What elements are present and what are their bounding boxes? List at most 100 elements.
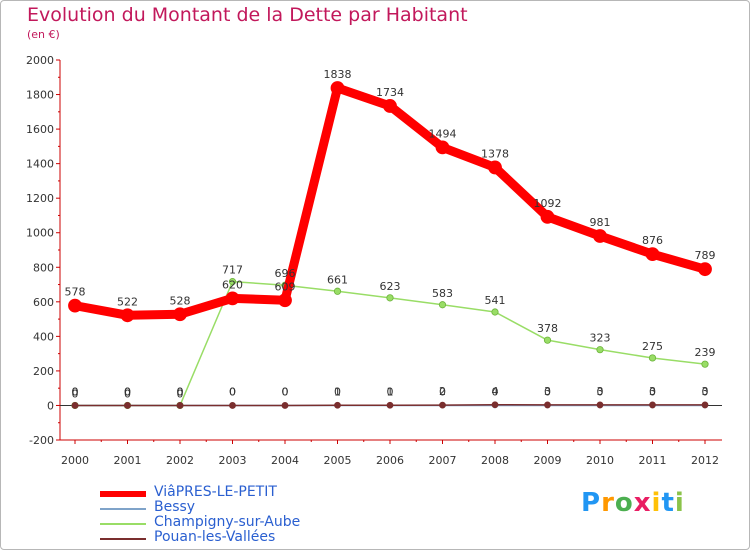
data-point (383, 99, 397, 113)
chart-title: Evolution du Montant de la Dette par Hab… (27, 4, 468, 26)
legend-label: Bessy (154, 499, 196, 515)
data-point (543, 336, 552, 344)
data-point (278, 293, 292, 308)
y-tick-label: 200 (33, 365, 54, 378)
y-tick-label: 600 (33, 296, 54, 309)
data-label: 623 (380, 280, 401, 293)
data-label: 981 (590, 216, 611, 229)
data-point (596, 346, 604, 354)
y-tick-label: 1000 (26, 227, 54, 240)
data-label: 0 (282, 385, 289, 398)
data-label: 0 (124, 385, 131, 398)
data-label: 3 (597, 385, 604, 398)
data-label: 1494 (429, 127, 457, 140)
legend-label: Pouan-les-Vallées (154, 529, 276, 545)
data-point (124, 402, 131, 409)
logo-letter: P (581, 488, 602, 518)
data-point (439, 401, 446, 409)
logo-letter: r (601, 488, 615, 518)
data-label: 541 (485, 294, 506, 307)
data-point (488, 160, 502, 175)
data-label: 275 (642, 340, 663, 353)
data-label: 609 (275, 280, 296, 293)
data-label: 0 (72, 387, 79, 400)
data-point (68, 298, 82, 313)
data-point (491, 308, 499, 316)
data-label: 323 (590, 332, 611, 345)
data-point (173, 307, 187, 322)
x-tick-label: 2006 (376, 454, 404, 467)
data-label: 0 (72, 385, 79, 398)
data-label: 578 (65, 286, 86, 299)
data-label: 1092 (534, 197, 562, 210)
data-point (386, 294, 394, 302)
data-label: 239 (695, 346, 716, 359)
data-label: 583 (432, 287, 453, 300)
y-tick-label: 0 (47, 399, 54, 412)
data-point (649, 401, 656, 409)
data-point (120, 308, 135, 323)
data-point (386, 401, 394, 409)
data-point (648, 354, 657, 362)
data-label: 696 (275, 267, 296, 280)
x-tick-label: 2003 (219, 454, 247, 467)
y-tick-label: 800 (33, 261, 54, 274)
data-label: 0 (124, 385, 131, 398)
data-label: 2 (439, 385, 446, 398)
data-label: 0 (177, 387, 184, 400)
data-point (435, 140, 450, 155)
data-label: 661 (327, 273, 348, 286)
data-point (330, 81, 345, 95)
data-label: 1838 (324, 68, 352, 81)
data-label: 0 (124, 387, 131, 400)
x-tick-label: 2012 (691, 454, 719, 467)
x-tick-label: 2008 (481, 454, 509, 467)
x-tick-label: 2007 (429, 454, 457, 467)
data-label: 1 (387, 385, 394, 398)
data-label: 378 (537, 322, 558, 335)
data-label: 0 (72, 385, 79, 398)
legend-swatch (100, 491, 146, 497)
data-label: 0 (229, 385, 236, 398)
data-label: 0 (229, 385, 236, 398)
data-label: 0 (282, 385, 289, 398)
x-tick-label: 2010 (586, 454, 614, 467)
data-point (334, 401, 341, 409)
data-label: 522 (117, 295, 138, 308)
legend-swatch (100, 523, 146, 525)
legend-swatch (100, 538, 146, 540)
data-point (176, 402, 184, 409)
logo-letter: i (674, 488, 685, 518)
data-label: 0 (649, 385, 656, 398)
data-label: 1 (334, 385, 341, 398)
y-tick-label: -200 (29, 434, 54, 447)
data-label: 0 (492, 385, 499, 398)
x-tick-label: 2009 (534, 454, 562, 467)
x-tick-label: 2000 (61, 454, 89, 467)
data-point (701, 360, 709, 368)
data-point (645, 247, 660, 262)
data-label: 3 (544, 385, 551, 398)
data-label: 0 (702, 385, 709, 398)
data-label: 1734 (376, 86, 404, 99)
y-tick-label: 400 (33, 330, 54, 343)
data-label: 4 (492, 385, 499, 398)
data-point (540, 209, 555, 224)
data-point (225, 291, 240, 306)
legend-label: ViâPRES-LE-PETIT (154, 484, 277, 500)
y-tick-label: 2000 (26, 54, 54, 67)
logo-letter: o (614, 488, 634, 518)
data-point (491, 401, 499, 409)
data-point (229, 402, 236, 409)
x-tick-label: 2011 (639, 454, 667, 467)
x-tick-label: 2002 (166, 454, 194, 467)
data-label: 3 (702, 385, 709, 398)
x-tick-label: 2004 (271, 454, 299, 467)
logo-letter: t (661, 488, 675, 518)
data-label: 620 (222, 278, 243, 291)
data-point (593, 229, 607, 243)
y-tick-label: 1400 (26, 158, 54, 171)
chart-subtitle: (en €) (27, 28, 60, 41)
